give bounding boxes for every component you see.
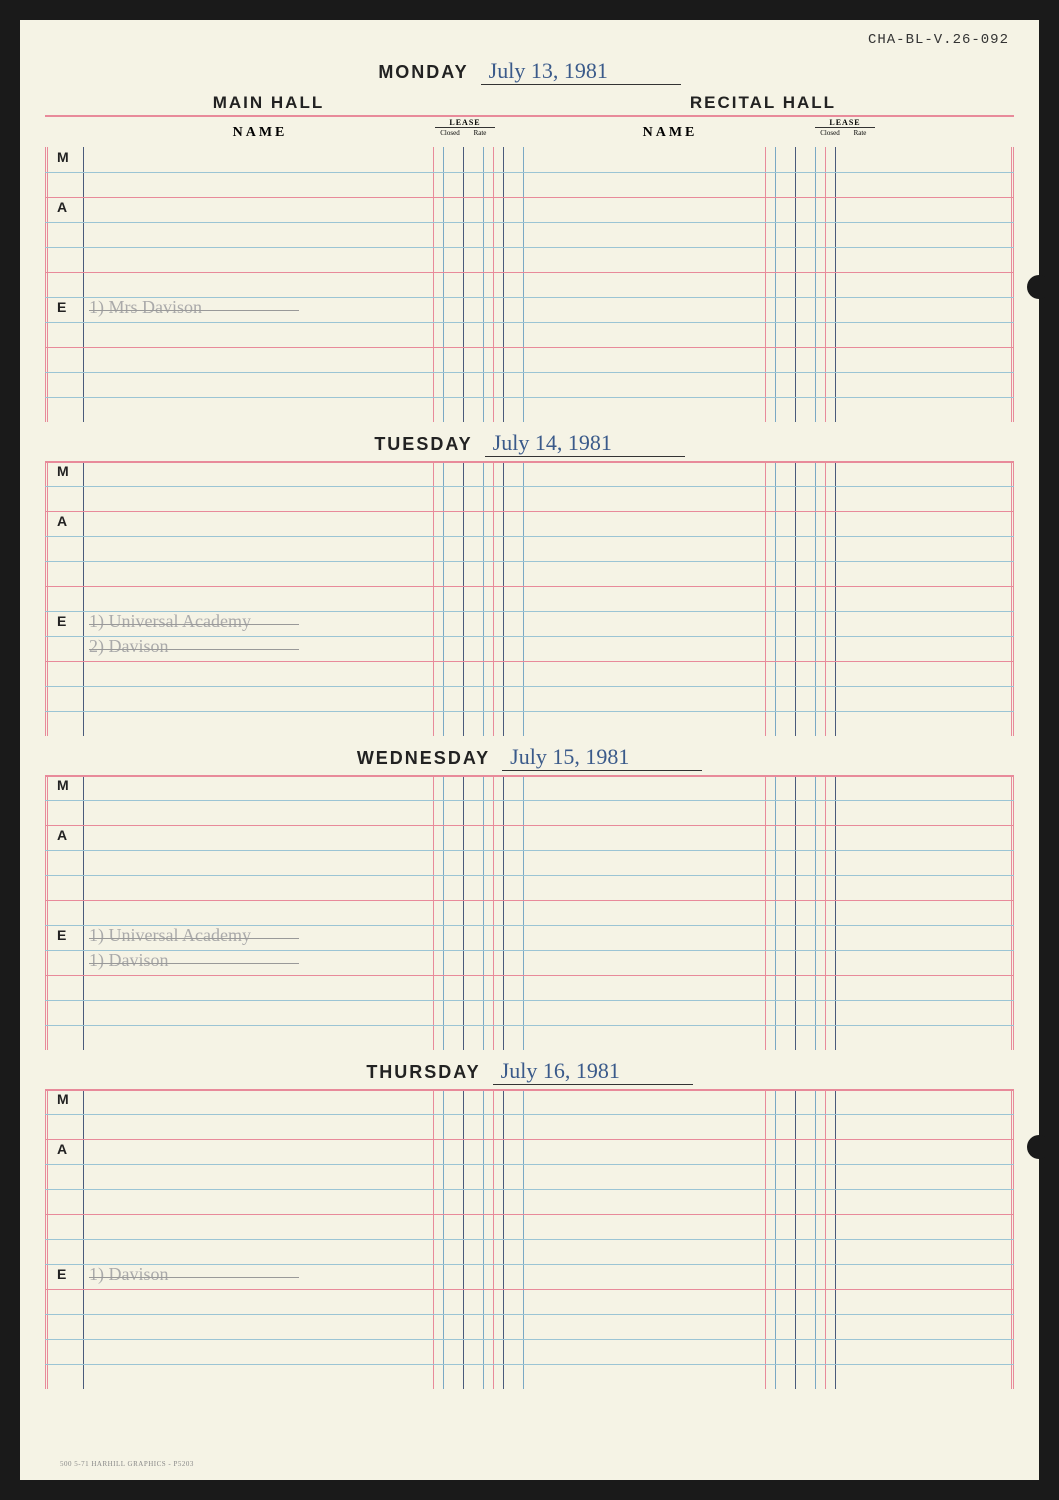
ledger-page: CHA-BL-V.26-092 MONDAY July 13, 1981 MAI… (20, 20, 1039, 1480)
day-date: July 13, 1981 (481, 58, 681, 85)
day-date: July 15, 1981 (502, 744, 702, 771)
ledger-entry: 1) Universal Academy (85, 925, 435, 950)
day-label: TUESDAY (374, 434, 472, 455)
day-header: THURSDAY July 16, 1981 (45, 1050, 1014, 1089)
ledger-body: M A E 1) Mrs Davison (45, 147, 1014, 422)
time-marker-m: M (45, 147, 85, 172)
time-marker-e: E (45, 1264, 85, 1289)
day-label: THURSDAY (366, 1062, 480, 1083)
time-marker-m: M (45, 775, 85, 800)
recital-hall-header: RECITAL HALL (452, 93, 1014, 113)
ledger-entry: 1) Universal Academy (85, 611, 435, 636)
time-marker-a: A (45, 197, 85, 222)
rule-lines (45, 1089, 1014, 1389)
time-marker-a: A (45, 1139, 85, 1164)
ledger-entry: 1) Mrs Davison (85, 297, 435, 322)
lease-column-header: LEASE Closed Rate (435, 117, 495, 147)
punch-hole (1027, 1135, 1051, 1159)
day-section-tuesday: TUESDAY July 14, 1981 (45, 422, 1014, 736)
hall-headers: MAIN HALL RECITAL HALL (45, 89, 1014, 115)
name-column-header-2: NAME (525, 117, 815, 147)
day-date: July 16, 1981 (493, 1058, 693, 1085)
day-header: TUESDAY July 14, 1981 (45, 422, 1014, 461)
day-section-thursday: THURSDAY July 16, 1981 (45, 1050, 1014, 1389)
time-marker-e: E (45, 297, 85, 322)
time-marker-e: E (45, 611, 85, 636)
day-label: MONDAY (378, 62, 468, 83)
day-section-wednesday: WEDNESDAY July 15, 1981 (45, 736, 1014, 1050)
day-section-monday: MONDAY July 13, 1981 MAIN HALL RECITAL H… (45, 50, 1014, 422)
time-marker-e: E (45, 925, 85, 950)
name-column-header: NAME (85, 117, 435, 147)
rule-lines (45, 147, 1014, 422)
footer-print-code: 500 5-71 HARHILL GRAPHICS - P5203 (60, 1460, 194, 1468)
day-header: WEDNESDAY July 15, 1981 (45, 736, 1014, 775)
day-label: WEDNESDAY (357, 748, 490, 769)
time-marker-a: A (45, 825, 85, 850)
archive-reference: CHA-BL-V.26-092 (868, 32, 1009, 48)
ledger-entry: 1) Davison (85, 1264, 435, 1289)
time-marker-m: M (45, 1089, 85, 1114)
rule-lines (45, 775, 1014, 1050)
ledger-body: M A E 1) Davison (45, 1089, 1014, 1389)
rule-lines (45, 461, 1014, 736)
ledger-entry: 2) Davison (85, 636, 435, 661)
punch-hole (1027, 275, 1051, 299)
column-headers: NAME LEASE Closed Rate NAME LEASE Closed… (45, 115, 1014, 147)
ledger-body: M A E 1) Universal Academy 2) Davison (45, 461, 1014, 736)
lease-column-header-2: LEASE Closed Rate (815, 117, 875, 147)
ledger-entry: 1) Davison (85, 950, 435, 975)
time-marker-a: A (45, 511, 85, 536)
time-marker-m: M (45, 461, 85, 486)
main-hall-header: MAIN HALL (45, 93, 452, 113)
ledger-body: M A E 1) Universal Academy 1) Davison (45, 775, 1014, 1050)
day-date: July 14, 1981 (485, 430, 685, 457)
day-header: MONDAY July 13, 1981 (45, 50, 1014, 89)
